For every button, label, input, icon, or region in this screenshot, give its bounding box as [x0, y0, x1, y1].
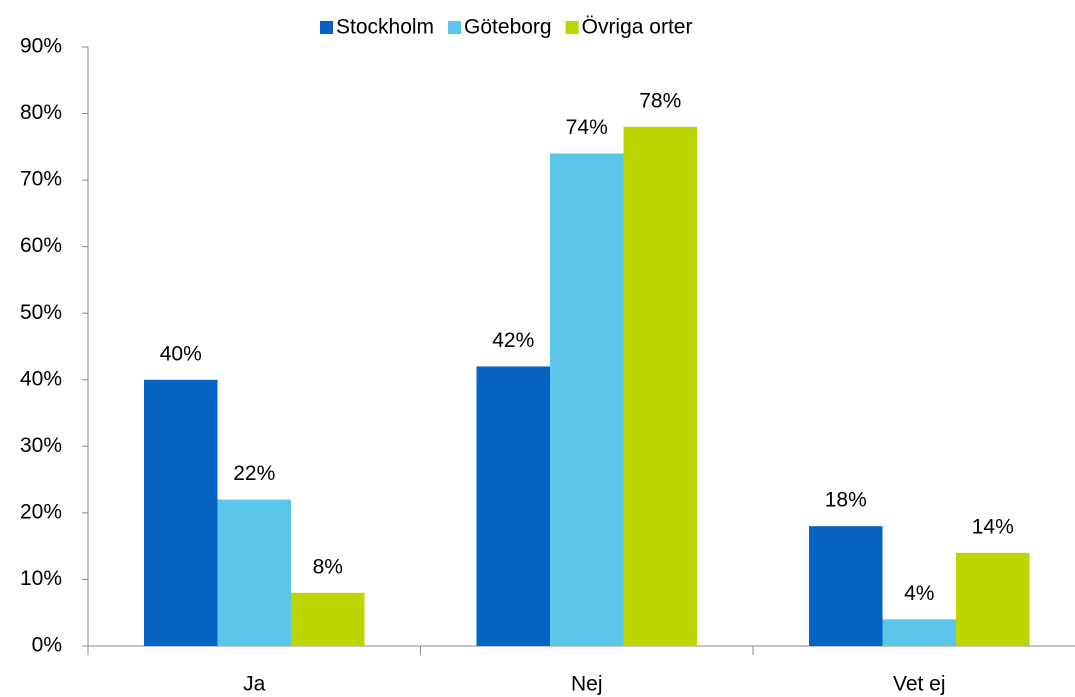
legend-label: Övriga orter [582, 16, 693, 39]
value-label: 4% [904, 582, 934, 605]
y-tick-label: 70% [20, 168, 62, 191]
value-label: 18% [825, 489, 867, 512]
y-tick-label: 10% [20, 567, 62, 590]
legend-label: Göteborg [464, 16, 552, 39]
bar [882, 619, 956, 646]
bar [550, 153, 624, 646]
y-tick-label: 90% [20, 35, 62, 58]
value-label: 8% [313, 555, 343, 578]
bar [291, 592, 365, 646]
x-tick-label: Ja [243, 673, 266, 696]
legend-swatch [448, 21, 462, 34]
y-tick-label: 30% [20, 434, 62, 457]
y-tick-label: 60% [20, 234, 62, 257]
value-label: 78% [639, 89, 681, 112]
bar [809, 526, 883, 646]
y-tick-label: 80% [20, 101, 62, 124]
bar [956, 552, 1030, 646]
y-tick-label: 20% [20, 500, 62, 523]
x-tick-label: Vet ej [893, 673, 946, 696]
value-label: 40% [160, 342, 202, 365]
y-tick-label: 50% [20, 301, 62, 324]
y-tick-label: 0% [32, 634, 62, 657]
value-label: 42% [492, 329, 534, 352]
x-tick-label: Nej [571, 673, 603, 696]
value-label: 22% [233, 462, 275, 485]
bar [144, 379, 218, 646]
bar [217, 499, 291, 646]
value-label: 14% [972, 515, 1014, 538]
bar [623, 126, 697, 646]
value-label: 74% [566, 116, 608, 139]
bar [476, 366, 550, 646]
legend-swatch [320, 21, 333, 34]
y-tick-label: 40% [20, 367, 62, 390]
legend-swatch [565, 21, 579, 34]
legend-label: Stockholm [336, 16, 434, 39]
